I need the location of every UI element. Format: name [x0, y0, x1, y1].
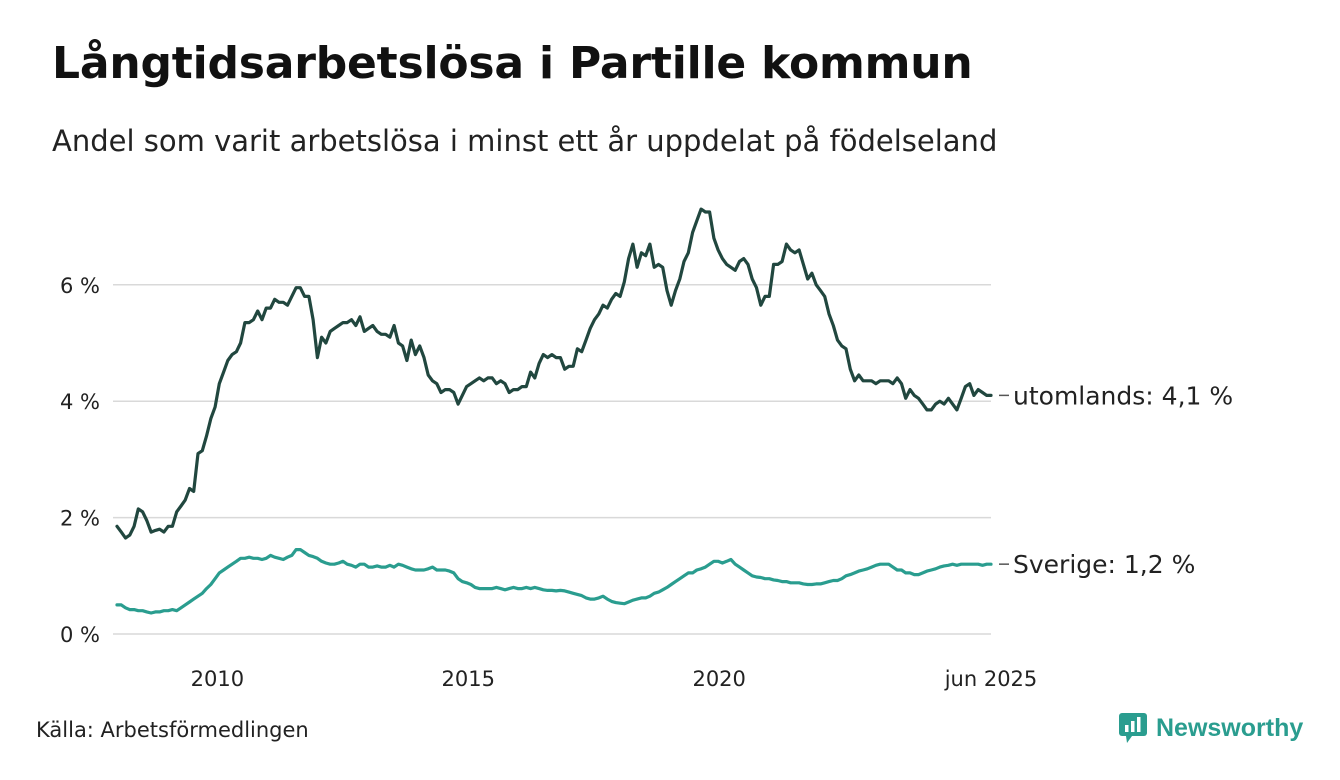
y-tick-label: 4 %	[60, 390, 100, 414]
brand-logo[interactable]: Newsworthy	[1118, 712, 1303, 744]
x-axis-ticks: 2010 2015 2020 jun 2025	[191, 667, 1038, 691]
x-tick-label: 2010	[191, 667, 244, 691]
series-lines	[115, 207, 993, 615]
newsworthy-logo-icon	[1119, 713, 1147, 743]
series-line-sverige	[115, 547, 993, 615]
chart-subtitle: Andel som varit arbetslösa i minst ett å…	[52, 124, 998, 158]
source-note: Källa: Arbetsförmedlingen	[36, 718, 309, 742]
x-tick-label: 2020	[692, 667, 745, 691]
y-axis-ticks: 0 % 2 % 4 % 6 %	[60, 274, 100, 647]
series-end-label-sverige: Sverige: 1,2 %	[1013, 550, 1195, 579]
chart-title: Långtidsarbetslösa i Partille kommun	[52, 38, 973, 89]
series-end-labels: utomlands: 4,1 % Sverige: 1,2 %	[999, 381, 1233, 579]
series-line-utomlands	[115, 207, 993, 540]
grid-lines	[113, 284, 991, 635]
series-end-label-utomlands: utomlands: 4,1 %	[1013, 381, 1233, 410]
y-tick-label: 6 %	[60, 274, 100, 298]
x-tick-label: 2015	[442, 667, 495, 691]
y-tick-label: 2 %	[60, 507, 100, 531]
x-tick-label: jun 2025	[944, 667, 1038, 691]
brand-name: Newsworthy	[1156, 713, 1304, 742]
y-tick-label: 0 %	[60, 623, 100, 647]
